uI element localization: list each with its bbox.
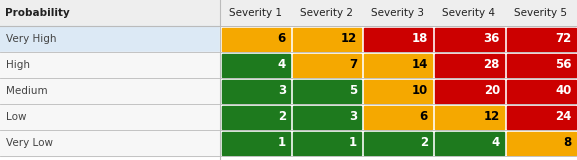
Text: Severity 5: Severity 5 xyxy=(515,8,568,18)
Text: 4: 4 xyxy=(278,59,286,72)
Bar xyxy=(364,28,432,51)
Text: 2: 2 xyxy=(278,111,286,124)
Text: 5: 5 xyxy=(349,84,357,97)
Bar xyxy=(364,53,432,76)
Bar xyxy=(222,53,290,76)
Bar xyxy=(0,0,577,26)
Bar xyxy=(293,132,361,155)
Bar xyxy=(291,52,362,78)
Text: 3: 3 xyxy=(278,84,286,97)
Text: 8: 8 xyxy=(564,136,572,149)
Bar xyxy=(364,105,432,128)
Bar xyxy=(505,78,577,104)
Text: Severity 4: Severity 4 xyxy=(443,8,496,18)
Bar xyxy=(433,104,505,130)
Text: 2: 2 xyxy=(420,136,428,149)
Text: 7: 7 xyxy=(349,59,357,72)
Bar xyxy=(0,52,220,78)
Bar xyxy=(220,130,291,156)
Bar xyxy=(507,132,575,155)
Text: Severity 3: Severity 3 xyxy=(371,8,424,18)
Bar xyxy=(0,104,220,130)
Text: 28: 28 xyxy=(484,59,500,72)
Bar xyxy=(0,130,220,156)
Text: 6: 6 xyxy=(419,111,428,124)
Bar xyxy=(434,105,504,128)
Bar xyxy=(507,80,575,103)
Bar xyxy=(505,130,577,156)
Text: High: High xyxy=(6,60,30,70)
Bar xyxy=(0,26,220,52)
Text: 18: 18 xyxy=(411,32,428,45)
Bar xyxy=(433,52,505,78)
Text: 1: 1 xyxy=(278,136,286,149)
Bar xyxy=(291,26,362,52)
Text: Medium: Medium xyxy=(6,86,48,96)
Text: 36: 36 xyxy=(484,32,500,45)
Text: Probability: Probability xyxy=(5,8,70,18)
Text: 72: 72 xyxy=(556,32,572,45)
Text: 4: 4 xyxy=(492,136,500,149)
Bar xyxy=(507,105,575,128)
Text: 10: 10 xyxy=(412,84,428,97)
Text: 20: 20 xyxy=(484,84,500,97)
Bar xyxy=(0,78,220,104)
Bar xyxy=(291,78,362,104)
Bar xyxy=(362,52,433,78)
Bar xyxy=(362,104,433,130)
Bar xyxy=(293,105,361,128)
Bar xyxy=(434,80,504,103)
Bar xyxy=(220,26,291,52)
Bar xyxy=(434,53,504,76)
Bar xyxy=(362,78,433,104)
Bar xyxy=(220,52,291,78)
Bar xyxy=(293,53,361,76)
Text: Very Low: Very Low xyxy=(6,138,53,148)
Bar xyxy=(220,104,291,130)
Bar xyxy=(505,26,577,52)
Text: 12: 12 xyxy=(341,32,357,45)
Text: 14: 14 xyxy=(411,59,428,72)
Text: 6: 6 xyxy=(278,32,286,45)
Bar xyxy=(433,78,505,104)
Bar xyxy=(364,132,432,155)
Bar xyxy=(293,28,361,51)
Text: 24: 24 xyxy=(556,111,572,124)
Text: Severity 1: Severity 1 xyxy=(229,8,282,18)
Bar xyxy=(293,80,361,103)
Bar xyxy=(222,80,290,103)
Text: 3: 3 xyxy=(349,111,357,124)
Bar xyxy=(434,28,504,51)
Bar xyxy=(364,80,432,103)
Bar xyxy=(507,53,575,76)
Bar xyxy=(434,132,504,155)
Text: Very High: Very High xyxy=(6,34,57,44)
Text: Low: Low xyxy=(6,112,27,122)
Bar xyxy=(433,130,505,156)
Bar xyxy=(433,26,505,52)
Bar xyxy=(291,104,362,130)
Text: 56: 56 xyxy=(556,59,572,72)
Bar xyxy=(362,130,433,156)
Text: Severity 2: Severity 2 xyxy=(300,8,353,18)
Bar xyxy=(507,28,575,51)
Text: 40: 40 xyxy=(556,84,572,97)
Bar xyxy=(222,132,290,155)
Bar xyxy=(220,78,291,104)
Bar xyxy=(362,26,433,52)
Text: 12: 12 xyxy=(484,111,500,124)
Bar xyxy=(291,130,362,156)
Text: 1: 1 xyxy=(349,136,357,149)
Bar xyxy=(222,105,290,128)
Bar xyxy=(505,52,577,78)
Bar xyxy=(505,104,577,130)
Bar xyxy=(222,28,290,51)
